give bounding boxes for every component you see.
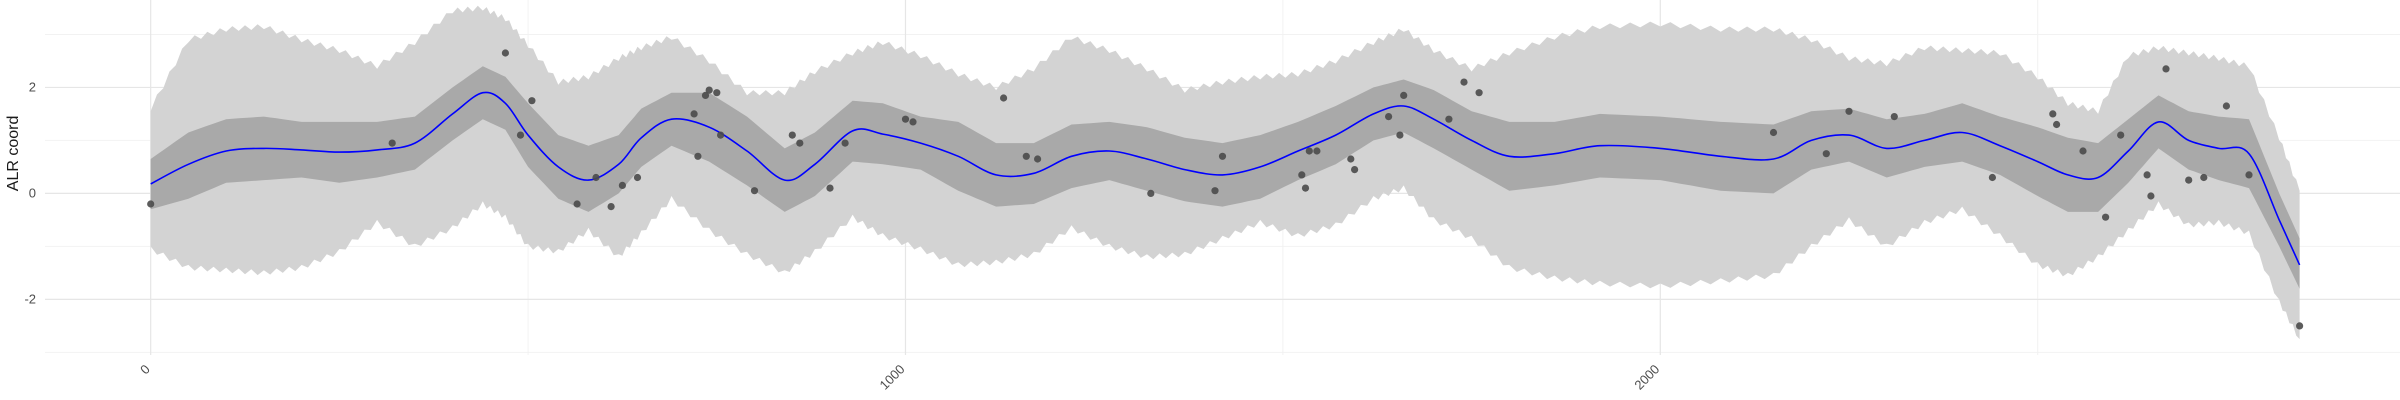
- data-point: [1890, 113, 1898, 121]
- data-point: [1000, 94, 1008, 102]
- data-point: [1313, 147, 1321, 155]
- data-point: [1347, 155, 1355, 163]
- data-point: [1305, 147, 1313, 155]
- data-point: [2143, 171, 2151, 179]
- y-tick-label: -2: [24, 291, 36, 306]
- data-point: [2102, 213, 2110, 221]
- data-point: [147, 200, 155, 208]
- data-point: [633, 173, 642, 182]
- data-point: [788, 131, 796, 139]
- data-point: [528, 97, 536, 105]
- data-point: [2162, 65, 2170, 73]
- data-point: [592, 173, 600, 182]
- data-point: [701, 91, 710, 99]
- data-point: [1034, 155, 1042, 163]
- y-tick-label: 2: [29, 79, 36, 94]
- data-point: [1351, 166, 1359, 174]
- data-point: [796, 139, 804, 147]
- mean-line: [150, 91, 2301, 266]
- data-point: [1445, 115, 1453, 123]
- data-point: [388, 139, 396, 147]
- data-point: [1460, 78, 1468, 86]
- inner-confidence-band: [150, 66, 2300, 289]
- data-point: [2200, 173, 2208, 182]
- data-point: [841, 139, 849, 147]
- y-axis-ticks: -2 0 2: [24, 79, 36, 306]
- data-point: [690, 110, 698, 118]
- y-axis-label: ALR coord: [5, 116, 22, 192]
- y-tick-label: 0: [29, 185, 36, 200]
- data-point: [573, 200, 581, 208]
- data-point: [1988, 173, 1996, 182]
- data-point: [750, 187, 759, 195]
- data-point: [1769, 128, 1778, 137]
- data-point: [1301, 184, 1310, 192]
- data-point: [1475, 89, 1483, 97]
- data-point: [2053, 120, 2061, 129]
- data-point: [2222, 102, 2230, 110]
- data-point: [1400, 91, 1408, 99]
- data-point: [1147, 189, 1155, 197]
- data-point: [713, 89, 721, 97]
- data-point: [2296, 322, 2304, 330]
- data-point: [1022, 152, 1030, 160]
- data-point: [618, 181, 627, 189]
- data-point: [1845, 107, 1853, 115]
- data-point: [826, 184, 834, 192]
- data-point: [1822, 150, 1830, 158]
- data-point: [694, 152, 702, 160]
- data-points: [147, 49, 2304, 330]
- data-point: [1218, 152, 1227, 160]
- data-point: [2049, 110, 2057, 118]
- data-point: [2185, 176, 2193, 184]
- data-point: [717, 131, 725, 139]
- data-point: [607, 203, 615, 211]
- data-point: [501, 49, 509, 57]
- data-point: [901, 115, 910, 123]
- data-point: [1396, 131, 1404, 139]
- data-point: [909, 118, 917, 126]
- data-point: [2147, 192, 2155, 200]
- data-point: [705, 86, 713, 94]
- data-point: [1298, 171, 1306, 179]
- data-point: [1211, 187, 1219, 195]
- data-point: [1385, 113, 1393, 121]
- data-point: [2117, 131, 2125, 139]
- data-point: [2245, 171, 2253, 179]
- data-point: [2079, 147, 2087, 155]
- data-point: [516, 131, 525, 139]
